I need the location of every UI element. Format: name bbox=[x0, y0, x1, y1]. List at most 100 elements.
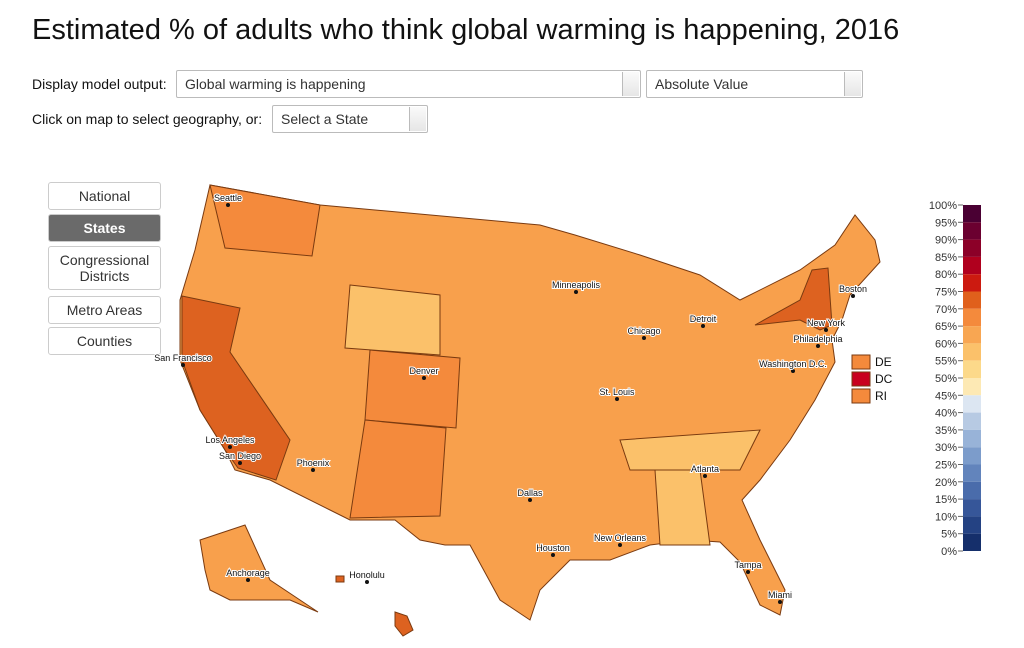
legend-swatch bbox=[963, 499, 981, 517]
legend-label: 75% bbox=[935, 287, 957, 299]
output-select[interactable]: Global warming is happening bbox=[176, 70, 641, 98]
small-state-box[interactable] bbox=[851, 371, 871, 387]
alaska[interactable] bbox=[199, 524, 319, 613]
city-label: Anchorage bbox=[226, 568, 270, 578]
geo-button[interactable]: Congressional Districts bbox=[48, 246, 161, 290]
state-wa[interactable] bbox=[209, 184, 321, 257]
city-dot bbox=[226, 203, 230, 207]
city-label: Dallas bbox=[517, 488, 543, 498]
legend-label: 40% bbox=[935, 408, 957, 420]
city-label: Detroit bbox=[690, 314, 717, 324]
city-label: Tampa bbox=[734, 560, 761, 570]
legend-label: 35% bbox=[935, 425, 957, 437]
legend-swatch bbox=[963, 291, 981, 309]
legend-swatch bbox=[963, 516, 981, 534]
city-label: Minneapolis bbox=[552, 280, 601, 290]
geo-button[interactable]: Metro Areas bbox=[48, 296, 161, 324]
geo-button[interactable]: Counties bbox=[48, 327, 161, 355]
city-label: St. Louis bbox=[599, 387, 635, 397]
state-group-light[interactable] bbox=[344, 284, 761, 546]
legend-label: 30% bbox=[935, 442, 957, 454]
legend-swatch bbox=[963, 274, 981, 292]
city-dot bbox=[238, 461, 242, 465]
legend-swatch bbox=[963, 239, 981, 257]
legend-label: 25% bbox=[935, 460, 957, 472]
legend-label: 100% bbox=[929, 200, 957, 212]
city-label: Phoenix bbox=[297, 458, 330, 468]
city-dot bbox=[701, 324, 705, 328]
state-nm[interactable] bbox=[349, 419, 447, 519]
city-dot bbox=[246, 578, 250, 582]
state-ny[interactable] bbox=[754, 267, 833, 331]
small-state-label: DE bbox=[875, 355, 892, 369]
city-label: Chicago bbox=[627, 326, 660, 336]
city-label: Boston bbox=[839, 284, 867, 294]
legend-swatch bbox=[963, 360, 981, 378]
geo-button[interactable]: States bbox=[48, 214, 161, 242]
city-dot bbox=[816, 344, 820, 348]
city-dot bbox=[851, 294, 855, 298]
city-dot bbox=[228, 445, 232, 449]
legend-swatch bbox=[963, 256, 981, 275]
small-state-label: DC bbox=[875, 372, 893, 386]
legend-label: 5% bbox=[941, 529, 957, 541]
city-label: Honolulu bbox=[349, 570, 385, 580]
legend-label: 55% bbox=[935, 356, 957, 368]
state-select[interactable]: Select a State bbox=[272, 105, 428, 133]
legend-label: 85% bbox=[935, 252, 957, 264]
legend-label: 10% bbox=[935, 511, 957, 523]
hawaii[interactable] bbox=[335, 575, 414, 637]
city-label: Seattle bbox=[214, 193, 242, 203]
city-dot bbox=[618, 543, 622, 547]
legend-label: 90% bbox=[935, 235, 957, 247]
legend-swatch bbox=[963, 326, 981, 344]
legend-label: 20% bbox=[935, 477, 957, 489]
city-dot bbox=[746, 570, 750, 574]
city-dot bbox=[574, 290, 578, 294]
city-label: Washington D.C. bbox=[759, 359, 827, 369]
legend-swatch bbox=[963, 222, 981, 240]
small-state-box[interactable] bbox=[851, 388, 871, 404]
legend-swatch bbox=[963, 343, 981, 361]
city-label: New Orleans bbox=[594, 533, 647, 543]
legend-swatch bbox=[963, 378, 981, 396]
legend-swatch bbox=[963, 533, 981, 551]
legend-label: 80% bbox=[935, 269, 957, 281]
city-label: Houston bbox=[536, 543, 570, 553]
legend-label: 70% bbox=[935, 304, 957, 316]
city-label: Philadelphia bbox=[793, 334, 842, 344]
legend-label: 0% bbox=[941, 546, 957, 558]
legend-label: 15% bbox=[935, 494, 957, 506]
city-dot bbox=[365, 580, 369, 584]
legend-label: 60% bbox=[935, 338, 957, 350]
geo-button[interactable]: National bbox=[48, 182, 161, 210]
city-dot bbox=[551, 553, 555, 557]
city-label: Denver bbox=[409, 366, 438, 376]
city-dot bbox=[642, 336, 646, 340]
state-ca[interactable] bbox=[181, 295, 291, 481]
legend-swatch bbox=[963, 447, 981, 465]
small-state-box[interactable] bbox=[851, 354, 871, 370]
city-dot bbox=[422, 376, 426, 380]
city-dot bbox=[791, 369, 795, 373]
legend-label: 95% bbox=[935, 217, 957, 229]
legend-label: 45% bbox=[935, 390, 957, 402]
legend-swatch bbox=[963, 481, 981, 500]
state-co[interactable] bbox=[364, 349, 461, 429]
city-dot bbox=[311, 468, 315, 472]
city-label: Los Angeles bbox=[205, 435, 255, 445]
city-dot bbox=[824, 328, 828, 332]
city-label: Atlanta bbox=[691, 464, 719, 474]
city-dot bbox=[181, 363, 185, 367]
city-label: San Francisco bbox=[154, 353, 212, 363]
value-select[interactable]: Absolute Value bbox=[646, 70, 863, 98]
display-label: Display model output: bbox=[32, 76, 167, 92]
geo-label: Click on map to select geography, or: bbox=[32, 111, 263, 127]
legend-swatch bbox=[963, 464, 981, 482]
city-dot bbox=[703, 474, 707, 478]
small-state-label: RI bbox=[875, 389, 887, 403]
legend-swatch bbox=[963, 205, 981, 223]
legend-swatch bbox=[963, 429, 981, 448]
